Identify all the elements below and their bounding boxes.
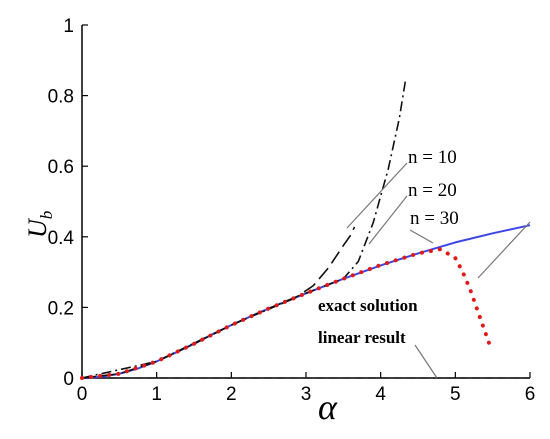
x-axis-title: α [318, 387, 338, 427]
annotations: n = 10 n = 20 n = 30 exact solution line… [318, 147, 459, 347]
y-axis-title-main: U [23, 217, 52, 238]
leader-n30 [409, 229, 434, 244]
y-tick-label: 1 [63, 16, 74, 37]
x-axis-label: α [318, 387, 338, 427]
series-layer [80, 81, 531, 380]
y-tick-label: 0 [63, 369, 74, 390]
series-n-30 [80, 247, 491, 380]
annotation-leaders [346, 162, 531, 379]
y-ticks: 0 0.2 0.4 0.6 0.8 1 [48, 16, 88, 390]
series-n-10 [81, 226, 356, 379]
x-tick-label: 1 [151, 384, 162, 405]
label-n30: n = 30 [410, 208, 459, 229]
series-exact-solution [81, 224, 531, 379]
x-tick-label: 6 [525, 384, 536, 405]
y-tick-label: 0.8 [48, 87, 74, 108]
y-axis-title: Ub [23, 211, 56, 238]
x-tick-label: 0 [77, 384, 88, 405]
leader-n20 [368, 195, 408, 245]
x-tick-label: 2 [226, 384, 237, 405]
x-ticks: 0 1 2 3 4 5 6 [77, 372, 536, 405]
label-linear-result: linear result [318, 328, 406, 347]
x-tick-label: 4 [375, 384, 386, 405]
y-tick-label: 0.2 [48, 298, 74, 319]
y-axis-title-sub: b [37, 211, 56, 220]
label-n20: n = 20 [408, 180, 457, 201]
x-tick-label: 3 [301, 384, 312, 405]
y-tick-label: 0.4 [48, 228, 75, 249]
leader-n10 [346, 162, 408, 229]
label-n10: n = 10 [408, 147, 457, 168]
leader-linear [414, 344, 438, 379]
y-tick-label: 0.6 [48, 157, 74, 178]
label-exact-solution: exact solution [318, 296, 418, 315]
x-tick-label: 5 [450, 384, 461, 405]
leader-exact [477, 221, 531, 279]
y-axis-label: Ub [23, 211, 56, 238]
series-n-20 [81, 81, 407, 379]
axes [81, 25, 530, 379]
